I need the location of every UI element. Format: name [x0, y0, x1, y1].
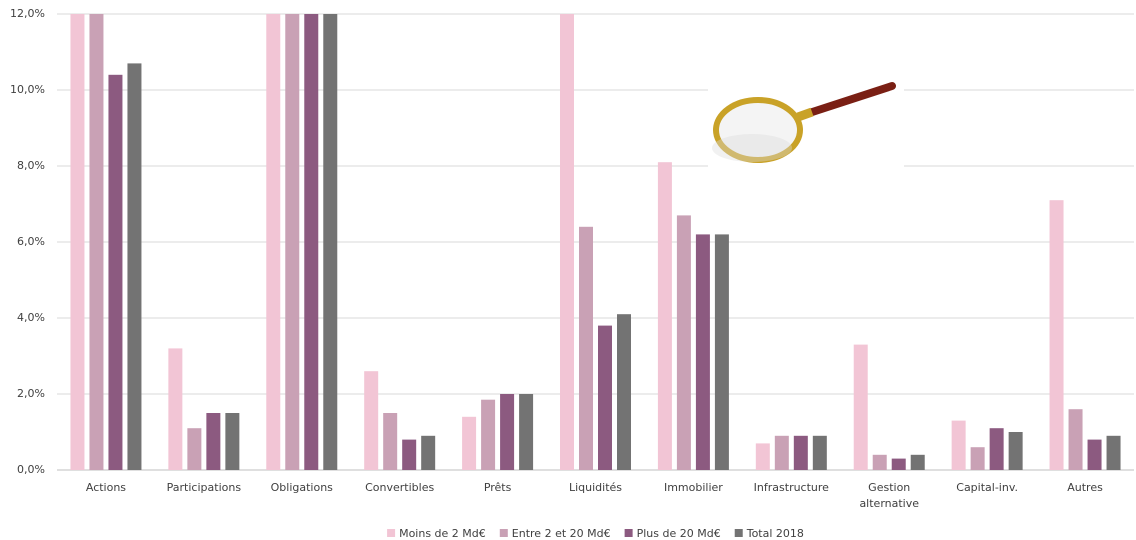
bar: [206, 413, 221, 470]
magnifier-illustration: [708, 32, 904, 200]
y-tick-label: 2,0%: [17, 387, 45, 400]
legend: Moins de 2 Md€ Entre 2 et 20 Md€ Plus de 2…: [387, 527, 804, 540]
legend-label: Total 2018: [746, 527, 804, 540]
bar: [285, 14, 300, 470]
x-tick-label: Capital-inv.: [956, 481, 1018, 494]
bar: [579, 226, 593, 470]
bar: [598, 325, 612, 470]
x-tick-label: Infrastructure: [754, 481, 830, 494]
bar: [108, 74, 123, 471]
x-tick-label: Gestion alternative: [859, 481, 919, 510]
x-tick-label: Participations: [167, 481, 242, 494]
bar: [127, 63, 142, 471]
bar: [872, 454, 887, 470]
bar: [755, 443, 770, 470]
bar: [187, 428, 202, 470]
bar: [891, 458, 906, 470]
x-tick-label: Prêts: [484, 481, 512, 494]
bar: [70, 14, 85, 470]
bar: [1068, 409, 1083, 470]
bar: [462, 416, 477, 470]
x-tick-label: Liquidités: [569, 481, 622, 494]
bar: [323, 14, 338, 470]
bar: [383, 413, 398, 470]
legend-swatch: [734, 529, 743, 537]
y-tick-label: 10,0%: [10, 83, 45, 96]
y-tick-label: 12,0%: [10, 7, 45, 20]
bar: [1087, 439, 1102, 470]
bar: [1008, 432, 1023, 470]
bar: [970, 447, 985, 470]
bar: [676, 215, 691, 470]
grid: [57, 13, 1134, 471]
bar: [168, 348, 183, 470]
bar: [910, 454, 925, 470]
bar: [481, 399, 496, 470]
x-tick-label: Immobilier: [664, 481, 723, 494]
bar: [89, 14, 104, 470]
bar: [519, 394, 534, 470]
bar: [421, 435, 436, 470]
x-tick-label: Convertibles: [365, 481, 434, 494]
legend-label: Entre 2 et 20 Md€: [512, 527, 611, 540]
bar: [617, 314, 631, 470]
bar: [304, 14, 319, 470]
x-tick-label: Obligations: [271, 481, 334, 494]
bar: [714, 234, 729, 470]
bar: [1106, 435, 1121, 470]
bar: [989, 428, 1004, 470]
bar: [500, 394, 515, 470]
bar: [793, 435, 808, 470]
legend-swatch: [387, 529, 396, 537]
x-tick-label: Actions: [86, 481, 126, 494]
bar: [657, 162, 672, 470]
bar: [560, 14, 574, 470]
bar: [1049, 200, 1064, 470]
x-tick-label: Autres: [1067, 481, 1103, 494]
y-tick-label: 8,0%: [17, 159, 45, 172]
bar: [951, 420, 966, 470]
bar: [853, 344, 868, 470]
bar: [774, 435, 789, 470]
bar: [812, 435, 827, 470]
legend-swatch: [499, 529, 508, 537]
legend-label: Plus de 20 Md€: [637, 527, 721, 540]
bar: [402, 439, 417, 470]
y-tick-label: 4,0%: [17, 311, 45, 324]
y-tick-label: 0,0%: [17, 463, 45, 476]
bar: [695, 234, 710, 470]
legend-label: Moins de 2 Md€: [399, 527, 486, 540]
bar: [225, 413, 240, 470]
bar: [266, 14, 281, 470]
y-tick-label: 6,0%: [17, 235, 45, 248]
bar: [364, 371, 379, 470]
legend-swatch: [624, 529, 633, 537]
